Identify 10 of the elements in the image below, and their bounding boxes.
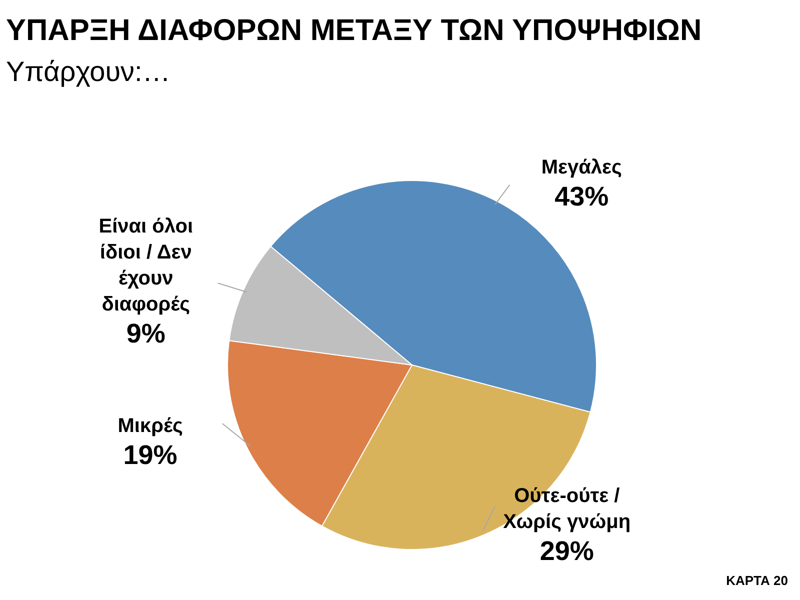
slice-label: Μεγάλες	[541, 156, 622, 178]
slice-label: Είναι όλοι ίδιοι / Δεν έχουν διαφορές	[98, 216, 194, 316]
chart-title: ΥΠΑΡΞΗ ΔΙΑΦΟΡΩΝ ΜΕΤΑΞΥ ΤΩΝ ΥΠΟΨΗΦΙΩΝ	[6, 14, 702, 48]
slice-label: Μικρές	[118, 414, 183, 437]
text: ΚΑΡΤΑ 20	[726, 573, 788, 588]
data-label: 29%	[540, 536, 594, 566]
data-label: 43%	[554, 181, 609, 212]
data-label: 9%	[126, 318, 166, 349]
data-label: 19%	[123, 440, 178, 470]
chart-subtitle: Υπάρχουν:…	[6, 56, 170, 88]
